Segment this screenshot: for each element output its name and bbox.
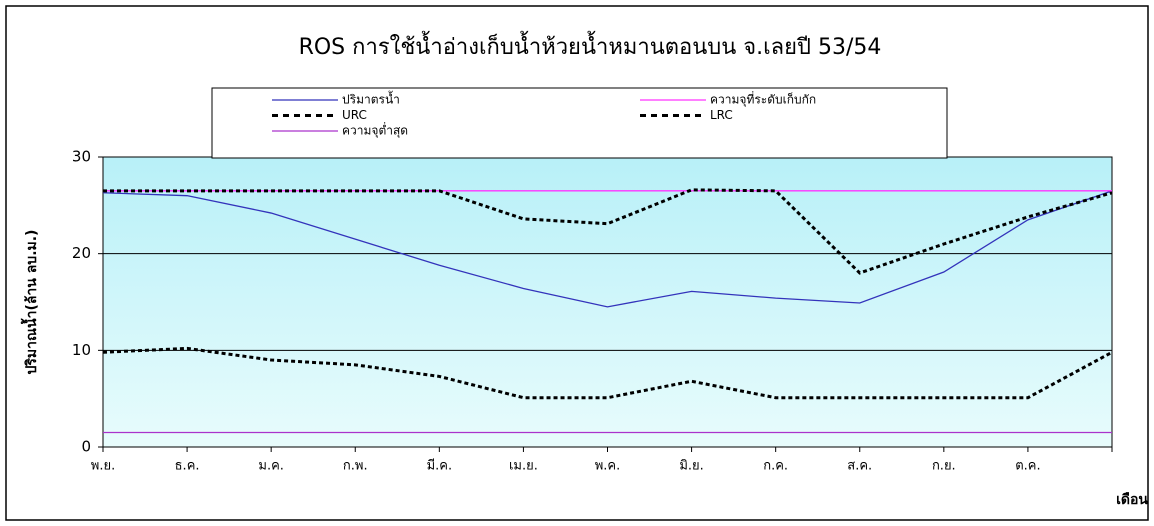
- x-tick-label: มี.ค.: [427, 458, 453, 474]
- x-tick-label: ส.ค.: [847, 459, 872, 474]
- series-line: [102, 346, 1113, 400]
- x-tick-label: ก.ค.: [763, 459, 788, 474]
- x-tick-label: ก.พ.: [343, 459, 368, 474]
- chart-title: ROS การใช้น้ำอ่างเก็บน้ำห้วยน้ำหมานตอนบน…: [299, 31, 882, 60]
- legend-label: ความจุที่ระดับเก็บกัก: [710, 91, 816, 108]
- y-tick-label: 30: [72, 148, 91, 166]
- series-line: [103, 188, 1113, 275]
- y-axis-label: ปริมาณน้ำ(ล้าน ลบ.ม.): [20, 230, 40, 375]
- y-tick-label: 20: [72, 244, 91, 262]
- x-tick-label: พ.ย.: [91, 459, 115, 474]
- y-tick-label: 0: [81, 438, 91, 456]
- x-tick-label: ม.ค.: [258, 459, 284, 474]
- x-tick-label: เม.ย.: [509, 459, 538, 474]
- x-tick-label: ก.ย.: [932, 459, 956, 474]
- legend-label: ความจุต่ำสุด: [342, 122, 408, 139]
- x-axis-label: เดือน: [1116, 492, 1148, 508]
- legend-label: ปริมาตรน้ำ: [342, 91, 400, 107]
- x-tick-label: มิ.ย.: [679, 459, 703, 474]
- x-tick-label: ต.ค.: [1015, 459, 1040, 474]
- series-line: [102, 190, 1113, 308]
- x-tick-label: ธ.ค.: [175, 459, 200, 474]
- y-tick-label: 10: [72, 341, 91, 359]
- legend-label: LRC: [710, 108, 733, 122]
- x-tick-label: พ.ค.: [595, 459, 621, 474]
- plot-area: [102, 156, 1113, 448]
- legend-label: URC: [342, 108, 367, 122]
- legend-box: [211, 87, 948, 159]
